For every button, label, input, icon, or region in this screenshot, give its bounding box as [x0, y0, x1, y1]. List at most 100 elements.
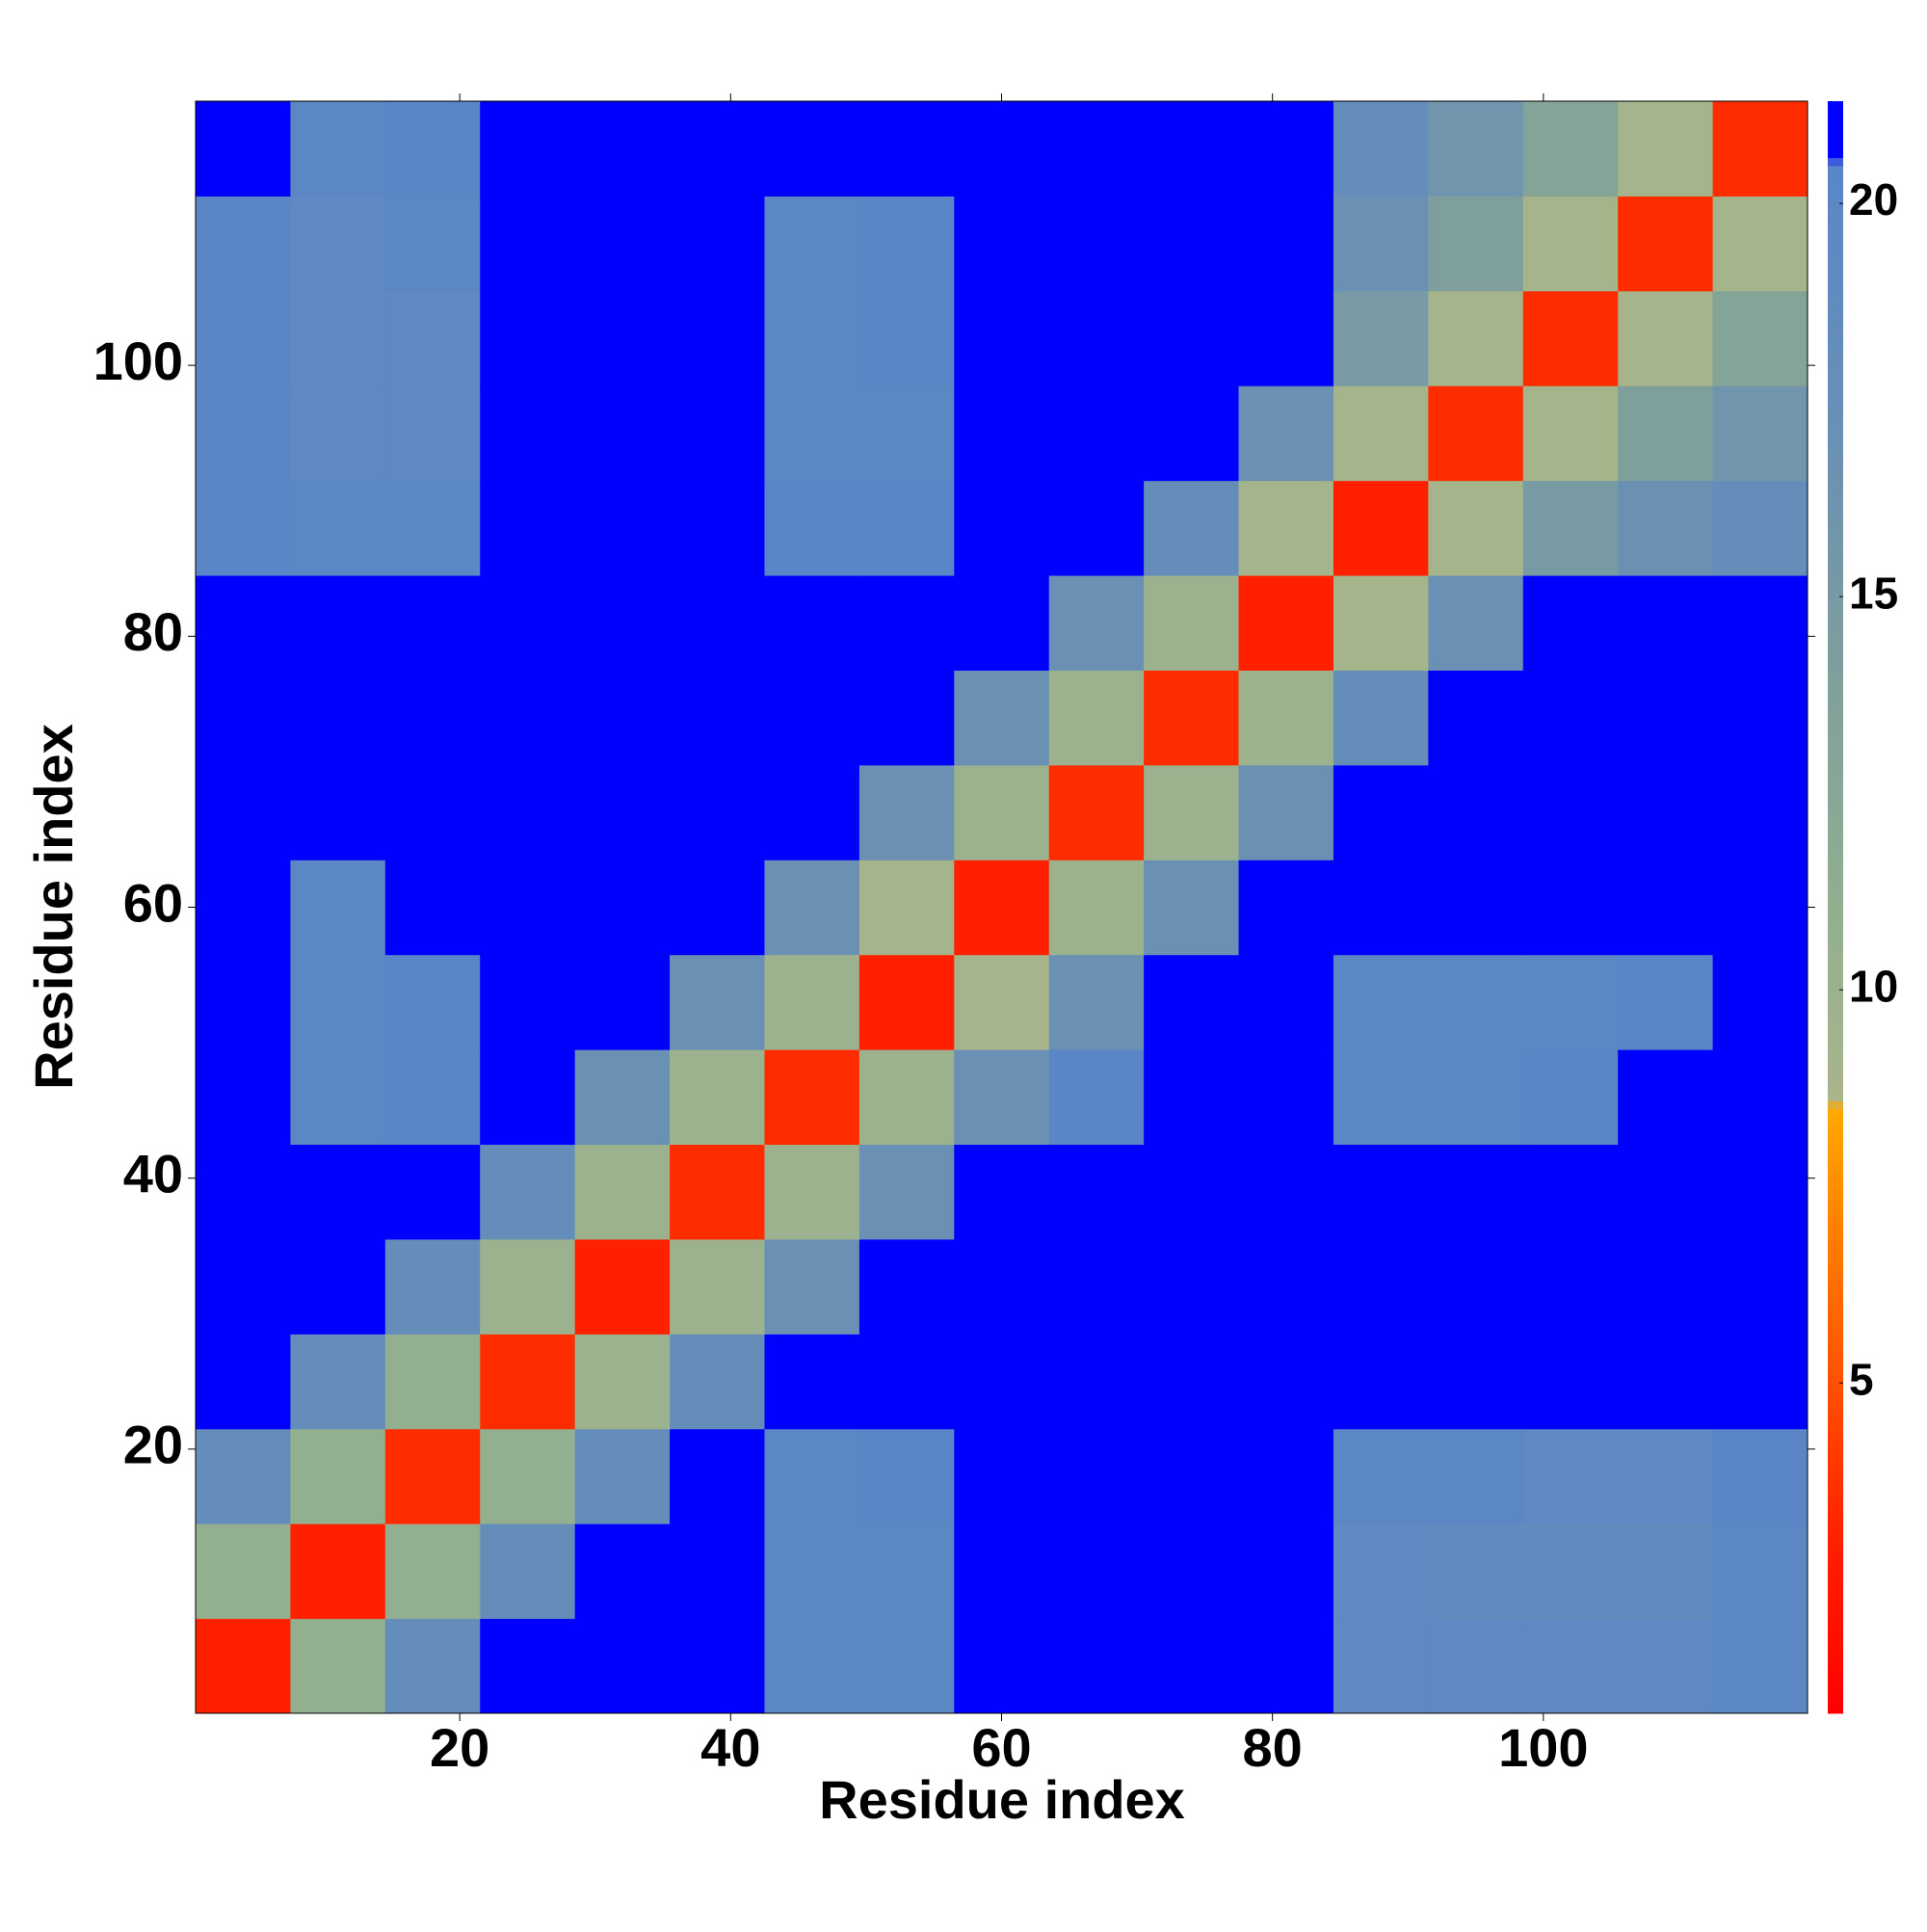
heat-cell	[1428, 1428, 1524, 1524]
heat-cell	[480, 860, 576, 956]
colorbar-band	[1828, 1326, 1843, 1336]
colorbar-band	[1828, 495, 1843, 505]
colorbar-band	[1828, 689, 1843, 699]
heat-cell	[1333, 1144, 1429, 1240]
heat-cell	[764, 1144, 860, 1240]
heat-cell	[1428, 860, 1524, 956]
colorbar-band	[1828, 1100, 1843, 1110]
colorbar-band	[1828, 1697, 1843, 1707]
colorbar-band	[1828, 1688, 1843, 1698]
heat-cell	[196, 575, 291, 671]
heat-cell	[574, 385, 671, 482]
heat-cell	[1428, 1523, 1524, 1620]
colorbar-band	[1828, 214, 1843, 223]
heat-cell	[290, 1523, 386, 1620]
colorbar-band	[1828, 1551, 1843, 1561]
colorbar-band	[1828, 519, 1843, 529]
heat-cell	[1618, 1144, 1714, 1240]
heat-cell	[384, 1238, 481, 1335]
colorbar-band	[1828, 988, 1843, 997]
heat-cell	[1333, 385, 1429, 482]
colorbar-band	[1828, 761, 1843, 771]
colorbar-band	[1828, 923, 1843, 933]
heat-cell	[574, 1049, 671, 1146]
colorbar-band	[1828, 471, 1843, 481]
colorbar-band	[1828, 1012, 1843, 1021]
heat-cell	[1712, 1238, 1808, 1335]
heat-cell	[670, 670, 765, 766]
heat-cell	[1048, 670, 1145, 766]
colorbar-band	[1828, 1511, 1843, 1521]
heat-cell	[290, 764, 386, 860]
heat-cell	[1522, 764, 1619, 860]
heat-cell	[1522, 1238, 1619, 1335]
colorbar-band	[1828, 850, 1843, 860]
heat-cell	[1144, 575, 1240, 671]
colorbar-band	[1828, 1084, 1843, 1094]
heat-cell	[670, 1238, 765, 1335]
colorbar-band	[1828, 1156, 1843, 1166]
colorbar-band	[1828, 198, 1843, 207]
heat-cell	[480, 480, 576, 576]
heat-cell	[670, 764, 765, 860]
colorbar-band	[1828, 842, 1843, 852]
heat-cell	[574, 101, 671, 197]
heat-cell	[1048, 1334, 1145, 1430]
heat-cell	[1333, 196, 1429, 292]
heat-cell	[1333, 1428, 1429, 1524]
heat-cell	[764, 575, 860, 671]
heat-cell	[1238, 1523, 1334, 1620]
colorbar-band	[1828, 608, 1843, 618]
heat-cell	[1333, 1238, 1429, 1335]
colorbar-band	[1828, 1221, 1843, 1231]
colorbar-band	[1828, 1261, 1843, 1271]
colorbar-band	[1828, 512, 1843, 521]
heat-cell	[1238, 385, 1334, 482]
heat-cell	[480, 764, 576, 860]
colorbar-band	[1828, 818, 1843, 828]
heat-cell	[858, 1238, 955, 1335]
colorbar-band	[1828, 794, 1843, 804]
colorbar-band	[1828, 229, 1843, 239]
heat-cell	[1048, 385, 1145, 482]
heat-cell	[670, 860, 765, 956]
heat-cell	[1522, 480, 1619, 576]
x-tick-label: 80	[1243, 1717, 1303, 1778]
heat-cell	[954, 1523, 1050, 1620]
heat-cell	[1522, 290, 1619, 386]
colorbar-band	[1828, 173, 1843, 183]
heat-cell	[1238, 196, 1334, 292]
x-axis-title: Residue index	[819, 1769, 1185, 1830]
colorbar-band	[1828, 205, 1843, 215]
colorbar-band	[1828, 222, 1843, 231]
heat-cell	[954, 764, 1050, 860]
colorbar-band	[1828, 552, 1843, 562]
heat-cell	[1144, 385, 1240, 482]
heat-cell	[670, 480, 765, 576]
heat-cell	[1712, 1618, 1808, 1714]
heat-cell	[1333, 480, 1429, 576]
heat-cell	[196, 385, 291, 482]
heat-cell	[1144, 1428, 1240, 1524]
colorbar-band	[1828, 1036, 1843, 1045]
colorbar-band	[1828, 826, 1843, 835]
colorbar-band	[1828, 536, 1843, 545]
colorbar-band	[1828, 1495, 1843, 1505]
colorbar-band	[1828, 875, 1843, 884]
heat-cell	[1428, 290, 1524, 386]
heat-cell	[670, 196, 765, 292]
heat-cell	[1428, 575, 1524, 671]
heat-cell	[574, 1238, 671, 1335]
colorbar-band	[1828, 1205, 1843, 1214]
heat-cell	[1618, 1618, 1714, 1714]
heat-cell	[764, 290, 860, 386]
heat-cell	[1712, 1334, 1808, 1430]
colorbar-band	[1828, 463, 1843, 473]
heat-cell	[196, 670, 291, 766]
colorbar-band	[1828, 859, 1843, 868]
colorbar-band	[1828, 278, 1843, 287]
colorbar-band	[1828, 327, 1843, 336]
colorbar-band	[1828, 1446, 1843, 1456]
heat-cell	[954, 290, 1050, 386]
heat-cell	[384, 480, 481, 576]
